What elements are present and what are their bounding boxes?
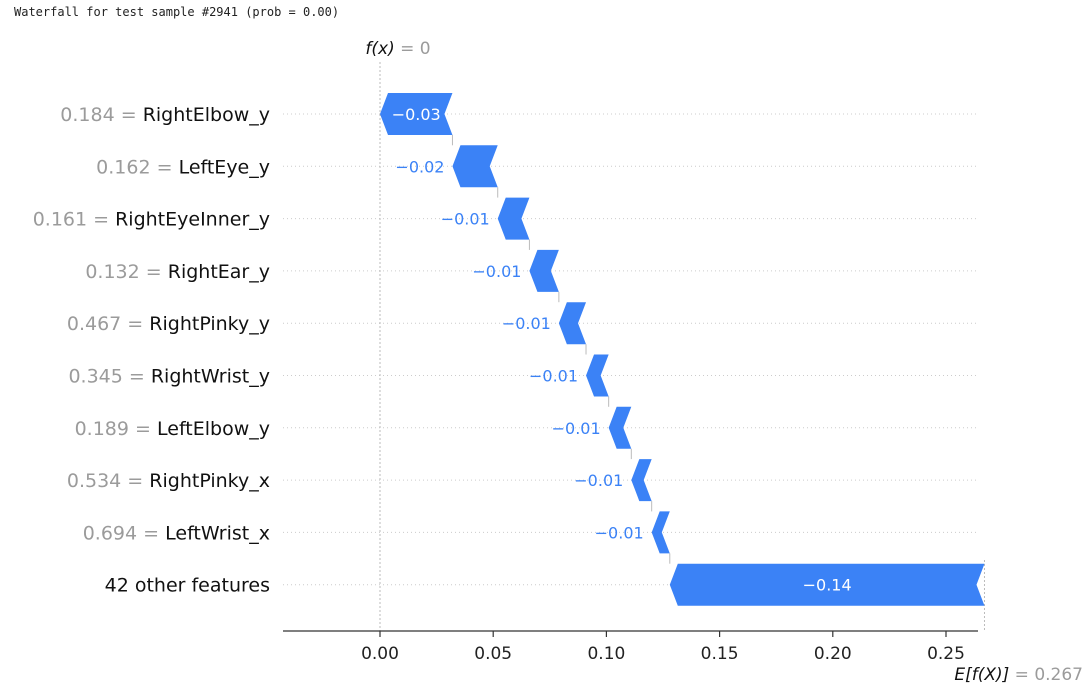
ex-label: E[f(X)] = 0.267: [954, 665, 1083, 685]
x-tick-label: 0.05: [474, 644, 512, 664]
feature-label: 0.694 = LeftWrist_x: [83, 522, 270, 544]
bar-value-label: −0.03: [392, 105, 441, 124]
bar-righteyeinner-y: [497, 197, 530, 240]
bar-rightear-y: [529, 249, 559, 292]
feature-value: 0.694 =: [83, 522, 165, 544]
fx-label-value: = 0: [400, 39, 430, 59]
feature-name: 42 other features: [105, 575, 270, 597]
bar-value-label: −0.01: [441, 210, 490, 229]
ex-label-value: = 0.267: [1015, 665, 1083, 685]
x-tick-label: 0.20: [814, 644, 852, 664]
feature-name: RightEar_y: [168, 261, 270, 283]
x-tick-label: 0.25: [927, 644, 965, 664]
bar-leftelbow-y: [608, 406, 632, 449]
bar-rightpinky-x: [631, 459, 652, 502]
feature-value: 0.184 =: [60, 104, 142, 126]
bar-rightelbow-y: [380, 93, 453, 135]
x-tick-label: 0.00: [361, 644, 399, 664]
feature-value: 0.189 =: [75, 418, 157, 440]
x-tick-label: 0.15: [701, 644, 739, 664]
feature-value: 0.161 =: [33, 209, 115, 231]
fx-label: f(x) = 0: [365, 39, 430, 59]
feature-label: 0.534 = RightPinky_x: [67, 470, 270, 492]
bar-value-label: −0.01: [472, 262, 521, 281]
bar-rightpinky-y: [558, 302, 587, 345]
feature-value: 0.345 =: [68, 366, 150, 388]
bar-value-label: −0.01: [574, 471, 623, 490]
feature-label: 0.467 = RightPinky_y: [67, 313, 270, 335]
feature-label: 0.161 = RightEyeInner_y: [33, 209, 270, 231]
bar-value-label: −0.02: [395, 157, 444, 176]
feature-name: LeftWrist_x: [165, 522, 270, 544]
x-tick-label: 0.10: [587, 644, 625, 664]
feature-name: LeftElbow_y: [157, 418, 270, 440]
bar-value-label: −0.01: [552, 419, 601, 438]
bar-42-other-features: [669, 563, 985, 606]
feature-label: 0.189 = LeftElbow_y: [75, 418, 270, 440]
bar-value-label: −0.01: [502, 314, 551, 333]
ex-label-name: E[f(X)]: [954, 665, 1014, 685]
feature-value: 0.534 =: [67, 470, 149, 492]
feature-name: RightWrist_y: [151, 366, 270, 388]
feature-name: RightEyeInner_y: [115, 209, 270, 231]
feature-value: 0.467 =: [67, 313, 149, 335]
bar-value-label: −0.14: [803, 576, 852, 595]
bar-value-label: −0.01: [595, 523, 644, 542]
feature-value: 0.132 =: [85, 261, 167, 283]
feature-label: 0.132 = RightEar_y: [85, 261, 270, 283]
feature-label: 42 other features: [105, 575, 270, 597]
feature-name: RightPinky_x: [149, 470, 270, 492]
feature-label: 0.162 = LeftEye_y: [96, 156, 270, 178]
figure-caption: Waterfall for test sample #2941 (prob = …: [14, 5, 340, 19]
bar-leftwrist-x: [651, 511, 670, 554]
feature-name: RightElbow_y: [143, 104, 270, 126]
bar-value-label: −0.01: [529, 367, 578, 386]
feature-label: 0.184 = RightElbow_y: [60, 104, 270, 126]
bar-rightwrist-y: [586, 354, 609, 397]
feature-label: 0.345 = RightWrist_y: [68, 366, 270, 388]
fx-label-name: f(x): [365, 39, 400, 59]
feature-value: 0.162 =: [96, 156, 178, 178]
bar-lefteye-y: [452, 145, 498, 188]
feature-name: RightPinky_y: [149, 313, 270, 335]
feature-name: LeftEye_y: [179, 156, 270, 178]
